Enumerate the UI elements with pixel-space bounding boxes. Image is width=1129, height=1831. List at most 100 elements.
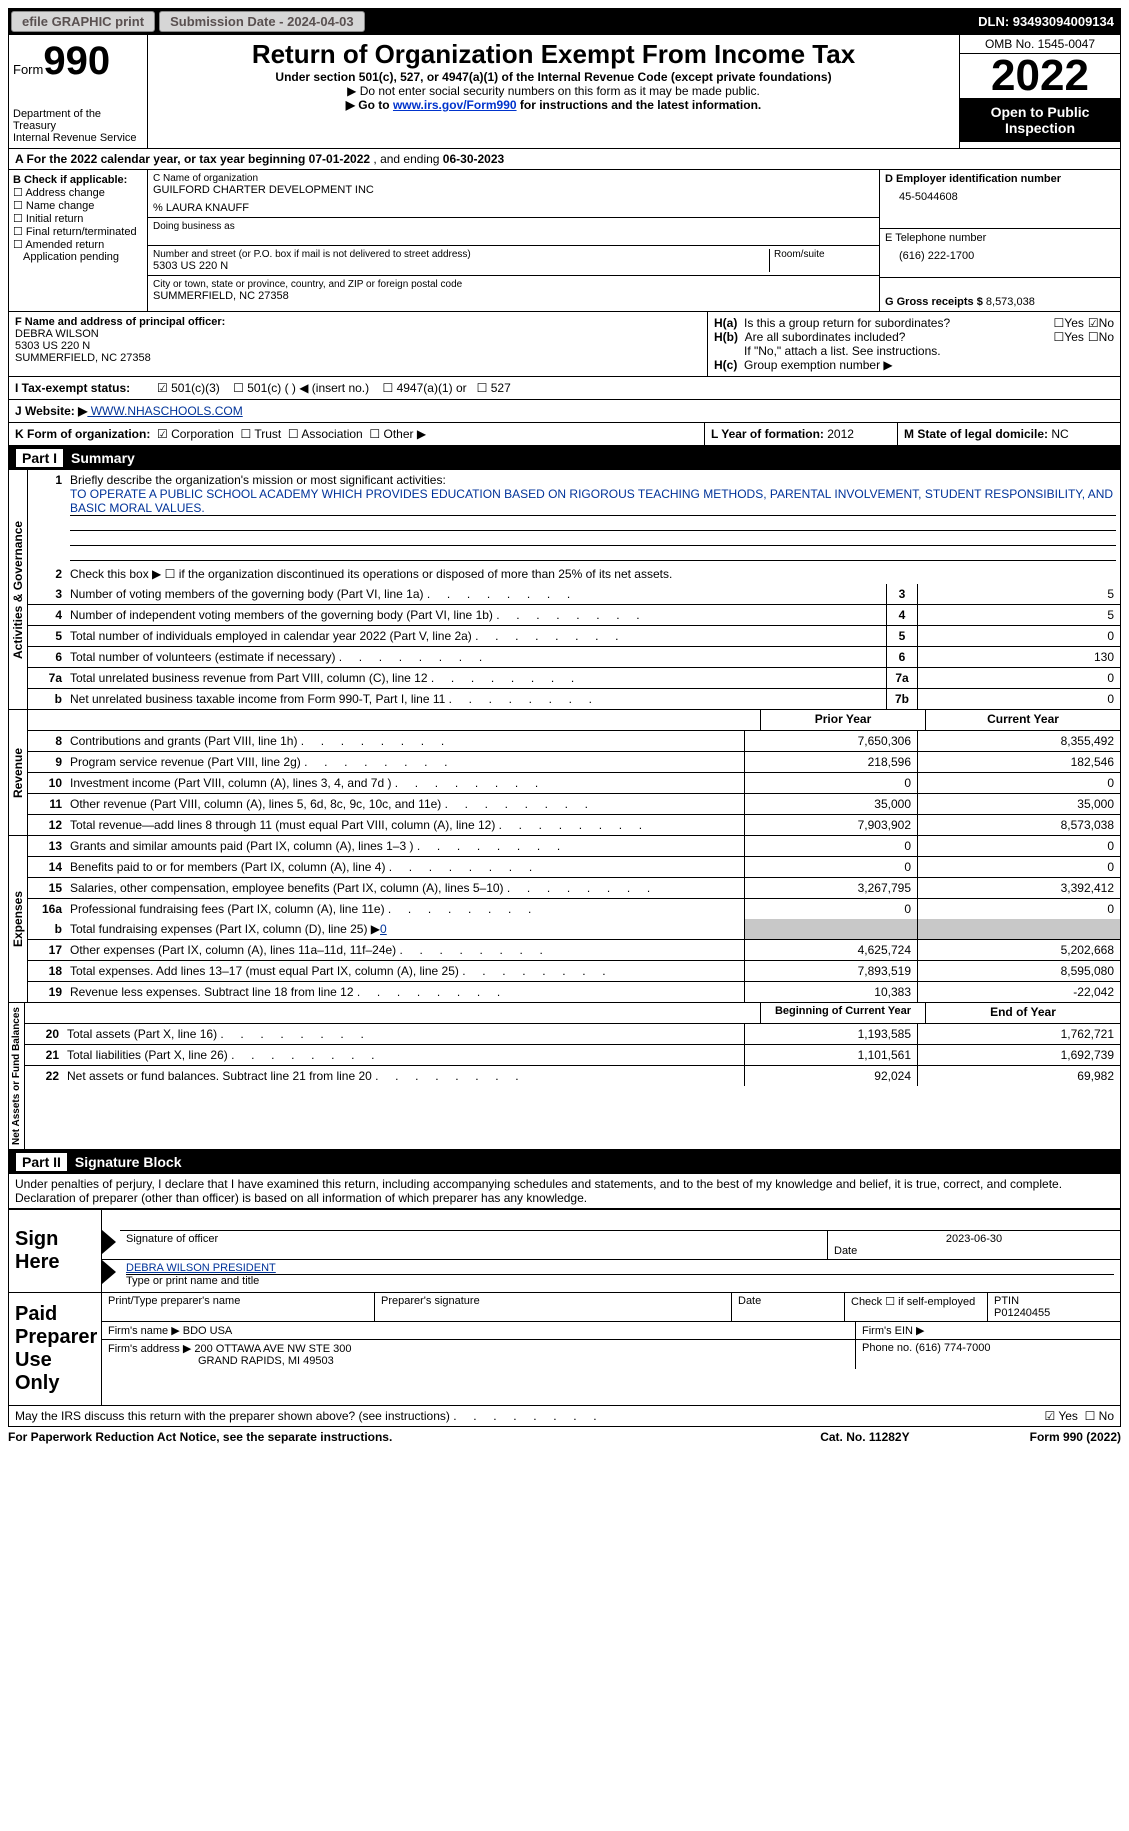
current-value: 5,202,668 (917, 940, 1120, 960)
line-desc: Salaries, other compensation, employee b… (66, 878, 744, 898)
line-desc: Other expenses (Part IX, column (A), lin… (66, 940, 744, 960)
line-box: 5 (886, 626, 917, 646)
subtitle-2: ▶ Do not enter social security numbers o… (152, 84, 955, 98)
expenses-label: Expenses (9, 836, 28, 1002)
sign-here-label: Sign Here (9, 1210, 102, 1292)
chk-other[interactable]: ☐ Other ▶ (369, 427, 426, 441)
prior-value: 1,101,561 (744, 1045, 917, 1065)
chk-name[interactable]: ☐ Name change (13, 199, 143, 212)
e-phone-label: E Telephone number (885, 232, 1115, 244)
prior-value: 7,903,902 (744, 815, 917, 835)
prior-value: 7,893,519 (744, 961, 917, 981)
line-num: 18 (28, 961, 66, 981)
line-num: 19 (28, 982, 66, 1002)
line-value: 130 (917, 647, 1120, 667)
room-label: Room/suite (774, 249, 874, 260)
ha-yes[interactable]: ☐Yes (1054, 316, 1084, 330)
c-name-label: C Name of organization (153, 173, 874, 184)
self-employed[interactable]: Check ☐ if self-employed (844, 1293, 987, 1321)
line-num: b (28, 689, 66, 709)
current-value: 0 (917, 899, 1120, 919)
line-box: 7b (886, 689, 917, 709)
dln: DLN: 93493094009134 (978, 14, 1120, 29)
governance-section: Activities & Governance 1 Briefly descri… (8, 470, 1121, 710)
chk-501c[interactable]: ☐ 501(c) ( ) ◀ (insert no.) (233, 381, 369, 395)
hb-no[interactable]: ☐No (1088, 330, 1114, 344)
b-label: B Check if applicable: (13, 174, 127, 186)
officer-name: DEBRA WILSON (15, 328, 99, 340)
addr-label: Number and street (or P.O. box if mail i… (153, 249, 769, 260)
line-desc: Total liabilities (Part X, line 26) (63, 1045, 744, 1065)
may-irs-yes[interactable]: ☑ Yes (1044, 1409, 1077, 1423)
may-irs-no[interactable]: ☐ No (1085, 1409, 1114, 1423)
chk-pending[interactable]: Application pending (23, 251, 143, 263)
current-year-header: Current Year (925, 710, 1120, 730)
year-formation: 2012 (827, 427, 854, 441)
prior-value: 4,625,724 (744, 940, 917, 960)
website-value[interactable]: WWW.NHASCHOOLS.COM (87, 404, 242, 418)
hc-text: Group exemption number ▶ (744, 358, 893, 372)
arrow-icon (102, 1230, 116, 1254)
current-value: 3,392,412 (917, 878, 1120, 898)
chk-corp[interactable]: ☑ Corporation (157, 427, 234, 441)
efile-print-button[interactable]: efile GRAPHIC print (11, 11, 155, 32)
dba-label: Doing business as (153, 221, 874, 232)
prior-year-header: Prior Year (760, 710, 925, 730)
line-desc: Net assets or fund balances. Subtract li… (63, 1066, 744, 1086)
hb-note: If "No," attach a list. See instructions… (714, 344, 1114, 358)
chk-501c3[interactable]: ☑ 501(c)(3) (157, 381, 220, 395)
line-desc: Total revenue—add lines 8 through 11 (mu… (66, 815, 744, 835)
f-label: F Name and address of principal officer: (15, 316, 225, 328)
chk-527[interactable]: ☐ 527 (477, 381, 511, 395)
current-value: 35,000 (917, 794, 1120, 814)
city-state-zip: SUMMERFIELD, NC 27358 (153, 290, 874, 302)
chk-amended[interactable]: ☐ Amended return (13, 238, 143, 251)
cat-number: Cat. No. 11282Y (820, 1430, 909, 1444)
form-title: Return of Organization Exempt From Incom… (152, 39, 955, 70)
prior-value: 3,267,795 (744, 878, 917, 898)
top-bar: efile GRAPHIC print Submission Date - 20… (8, 8, 1121, 35)
form-header: Form990 Department of the Treasury Inter… (8, 35, 1121, 149)
ha-no[interactable]: ☑No (1088, 316, 1114, 330)
line-num: 3 (28, 584, 66, 604)
chk-4947[interactable]: ☐ 4947(a)(1) or (382, 381, 466, 395)
hb-text: Are all subordinates included? (745, 330, 1054, 344)
line-box: 4 (886, 605, 917, 625)
hb-yes[interactable]: ☐Yes (1054, 330, 1084, 344)
submission-date-button[interactable]: Submission Date - 2024-04-03 (159, 11, 365, 32)
irs-label: Internal Revenue Service (13, 132, 143, 144)
state-domicile: NC (1051, 427, 1068, 441)
firm-name: BDO USA (183, 1325, 233, 1337)
line-desc: Benefits paid to or for members (Part IX… (66, 857, 744, 877)
irs-link[interactable]: www.irs.gov/Form990 (393, 98, 517, 112)
form-number: Form990 (13, 39, 143, 84)
line-num: 20 (25, 1024, 63, 1044)
line-value: 5 (917, 584, 1120, 604)
phone-value: (616) 222-1700 (885, 244, 1115, 262)
current-value: 8,595,080 (917, 961, 1120, 981)
governance-label: Activities & Governance (9, 470, 28, 709)
part-i-header: Part ISummary (8, 446, 1121, 470)
form-ref: Form 990 (2022) (1030, 1430, 1121, 1444)
end-year-header: End of Year (925, 1003, 1120, 1023)
prior-value: 218,596 (744, 752, 917, 772)
current-value: 8,573,038 (917, 815, 1120, 835)
org-name: GUILFORD CHARTER DEVELOPMENT INC (153, 184, 874, 196)
line-box: 6 (886, 647, 917, 667)
ptin-value: P01240455 (994, 1307, 1114, 1319)
officer-sig-name: DEBRA WILSON PRESIDENT (126, 1262, 1114, 1275)
fundraising-total: 0 (380, 922, 387, 936)
prep-name-label: Print/Type preparer's name (102, 1293, 374, 1321)
line2-text: Check this box ▶ ☐ if the organization d… (66, 564, 1120, 584)
chk-final[interactable]: ☐ Final return/terminated (13, 225, 143, 238)
line-num: 8 (28, 731, 66, 751)
chk-initial[interactable]: ☐ Initial return (13, 212, 143, 225)
current-value: 0 (917, 836, 1120, 856)
open-inspection: Open to Public Inspection (960, 98, 1120, 142)
chk-assoc[interactable]: ☐ Association (288, 427, 363, 441)
prior-value: 0 (744, 836, 917, 856)
beginning-year-header: Beginning of Current Year (760, 1003, 925, 1023)
chk-trust[interactable]: ☐ Trust (240, 427, 281, 441)
chk-address[interactable]: ☐ Address change (13, 186, 143, 199)
date-label: Date (834, 1245, 1114, 1257)
